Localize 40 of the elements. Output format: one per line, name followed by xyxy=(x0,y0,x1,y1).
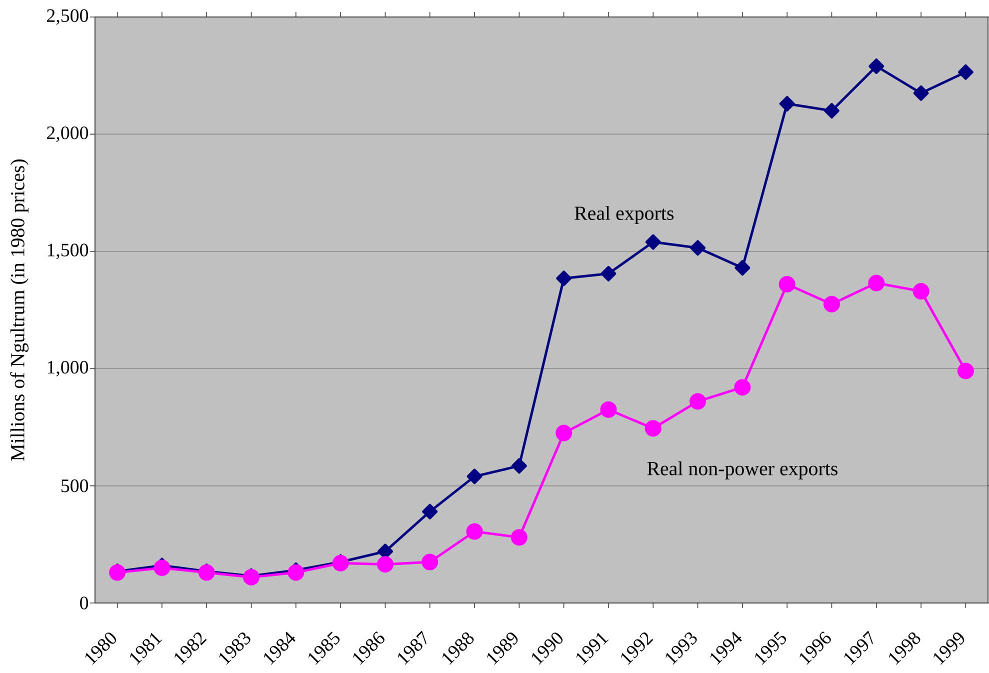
point xyxy=(868,274,885,292)
point xyxy=(645,234,661,250)
y-tick-label: 0 xyxy=(80,596,88,610)
point xyxy=(958,64,974,80)
series-label: Real exports xyxy=(574,206,674,224)
point xyxy=(912,282,930,300)
y-axis-title: Millions of Ngultrum (in 1980 prices) xyxy=(10,159,29,461)
point xyxy=(154,560,170,576)
point xyxy=(913,85,929,101)
series-label: Real non-power exports xyxy=(647,461,838,480)
point xyxy=(600,401,617,418)
point xyxy=(556,424,572,442)
y-tick-label: 2,500 xyxy=(47,9,88,25)
point xyxy=(823,296,840,312)
y-tick-label: 2,000 xyxy=(47,126,88,142)
y-tick-label: 1,500 xyxy=(48,244,88,260)
point xyxy=(824,103,840,119)
point xyxy=(957,362,974,380)
point xyxy=(644,420,662,437)
point xyxy=(690,393,706,410)
point xyxy=(600,266,616,282)
point xyxy=(556,270,572,286)
y-tick-label: 500 xyxy=(62,479,88,492)
point xyxy=(734,260,750,276)
x-tick-label: 1981 xyxy=(130,632,162,665)
point xyxy=(376,556,394,573)
point xyxy=(510,529,528,546)
point xyxy=(778,276,796,292)
point xyxy=(868,58,884,74)
point xyxy=(734,379,751,396)
point xyxy=(466,468,482,484)
point xyxy=(466,523,483,540)
point xyxy=(511,458,527,474)
x-tick-label: 1991 xyxy=(576,632,609,665)
point xyxy=(690,240,706,256)
point xyxy=(422,504,438,520)
point xyxy=(422,554,438,570)
y-tick-label: 1,000 xyxy=(48,360,88,376)
point xyxy=(779,96,795,112)
point xyxy=(288,564,304,581)
